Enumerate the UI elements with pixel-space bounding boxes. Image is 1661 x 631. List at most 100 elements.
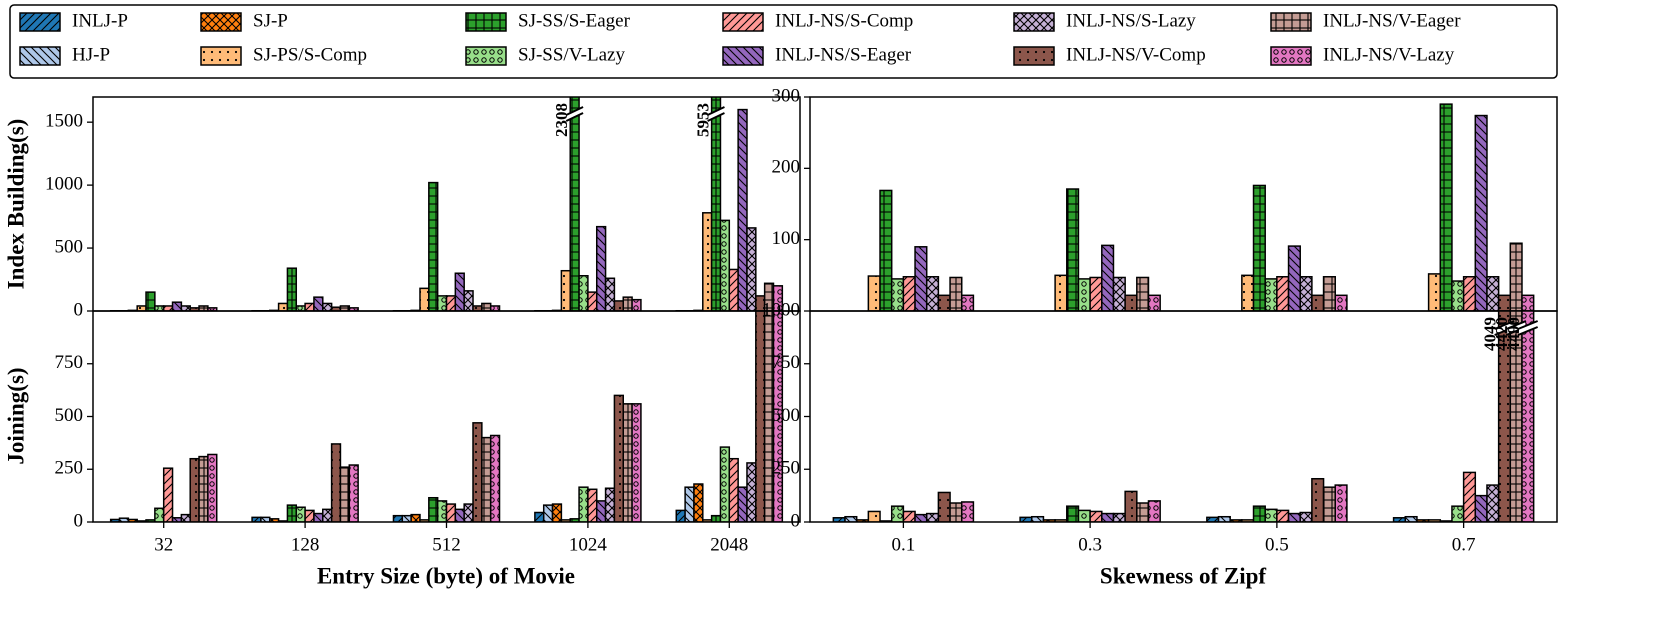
- bar: [304, 302, 315, 311]
- axis-break: [708, 107, 724, 121]
- bar: [728, 268, 739, 311]
- bar: [1066, 505, 1080, 522]
- bar: [313, 296, 324, 311]
- legend-label: INLJ-NS/S-Lazy: [1066, 10, 1196, 31]
- axis-break: [1517, 320, 1539, 330]
- bar: [1136, 276, 1150, 311]
- data-label: 2308: [552, 103, 571, 137]
- bar: [1147, 500, 1161, 522]
- bar: [595, 225, 607, 311]
- bar: [1497, 294, 1512, 311]
- y-tick-label: 0: [791, 510, 801, 531]
- axis-break: [1494, 320, 1515, 330]
- bar: [960, 294, 975, 311]
- bar: [551, 503, 563, 522]
- bar: [719, 446, 731, 522]
- bar: [746, 462, 757, 522]
- bar: [949, 502, 963, 522]
- axis-break: [565, 112, 584, 122]
- bar: [322, 508, 333, 522]
- bar: [879, 189, 893, 311]
- axis-break: [1495, 321, 1514, 335]
- bar: [277, 302, 289, 311]
- bar: [445, 295, 457, 311]
- bar: [1101, 512, 1115, 522]
- bar: [180, 513, 191, 522]
- bar: [1521, 294, 1535, 311]
- legend-swatch: [722, 12, 764, 32]
- bar: [1439, 103, 1453, 311]
- bar: [622, 296, 633, 311]
- bar: [410, 513, 421, 522]
- legend-swatch: [200, 12, 242, 32]
- bar: [1311, 294, 1325, 311]
- x-tick-label: 32: [154, 534, 173, 555]
- y-tick-label: 250: [55, 458, 84, 479]
- bar: [472, 422, 483, 522]
- bar: [867, 510, 881, 522]
- bar: [322, 302, 333, 311]
- bar: [890, 278, 905, 311]
- bar: [1509, 242, 1523, 311]
- bar: [1276, 509, 1290, 522]
- bar: [481, 302, 492, 311]
- bar: [925, 512, 940, 522]
- legend-swatch: [722, 46, 764, 66]
- bar: [1276, 276, 1290, 311]
- y-tick-label: 1000: [762, 299, 800, 320]
- bar: [902, 276, 916, 311]
- x-tick-label: 0.1: [892, 534, 916, 555]
- bar: [454, 508, 465, 522]
- data-label: 4049: [1481, 317, 1500, 351]
- plot-area: [867, 103, 1535, 311]
- bar: [772, 311, 784, 522]
- y-tick-label: 750: [55, 352, 84, 373]
- bar: [1066, 188, 1080, 311]
- bar: [136, 305, 147, 311]
- bar: [604, 277, 616, 311]
- bar: [587, 291, 598, 311]
- bar: [1486, 276, 1500, 311]
- x-tick-label: 512: [432, 534, 461, 555]
- bar: [1252, 505, 1266, 522]
- bar: [162, 467, 174, 522]
- bar: [1252, 184, 1266, 311]
- bar: [631, 298, 642, 311]
- bar: [189, 457, 200, 522]
- bar: [755, 311, 766, 522]
- axis-break: [565, 106, 584, 116]
- bar: [1136, 502, 1150, 522]
- bar: [631, 403, 642, 522]
- legend-swatch: [19, 12, 61, 32]
- bar: [463, 290, 474, 311]
- y-axis-title: Index Building(s): [3, 119, 28, 290]
- bar: [1217, 515, 1231, 522]
- plot-area: [109, 311, 784, 522]
- bar: [1322, 486, 1336, 522]
- legend-label: SJ-PS/S-Comp: [253, 44, 367, 65]
- bar: [578, 275, 589, 311]
- bar: [1311, 477, 1325, 522]
- axis-break: [1505, 320, 1527, 330]
- bar: [702, 212, 713, 311]
- bar: [693, 483, 704, 522]
- bar: [613, 394, 624, 522]
- y-tick-label: 750: [772, 352, 801, 373]
- bar: [937, 294, 951, 311]
- bar: [1451, 505, 1465, 522]
- axis-break: [1507, 321, 1525, 335]
- y-tick-label: 300: [772, 85, 801, 106]
- legend-swatch: [465, 46, 507, 66]
- bar: [436, 295, 448, 311]
- bar: [180, 305, 191, 311]
- bar: [1521, 311, 1535, 522]
- y-tick-label: 1000: [45, 173, 83, 194]
- bar: [1474, 114, 1488, 311]
- bar: [162, 305, 174, 311]
- bar: [534, 511, 545, 522]
- y-tick-label: 250: [772, 458, 801, 479]
- axis-break: [707, 106, 725, 116]
- bar: [746, 227, 757, 311]
- bar: [1089, 276, 1103, 311]
